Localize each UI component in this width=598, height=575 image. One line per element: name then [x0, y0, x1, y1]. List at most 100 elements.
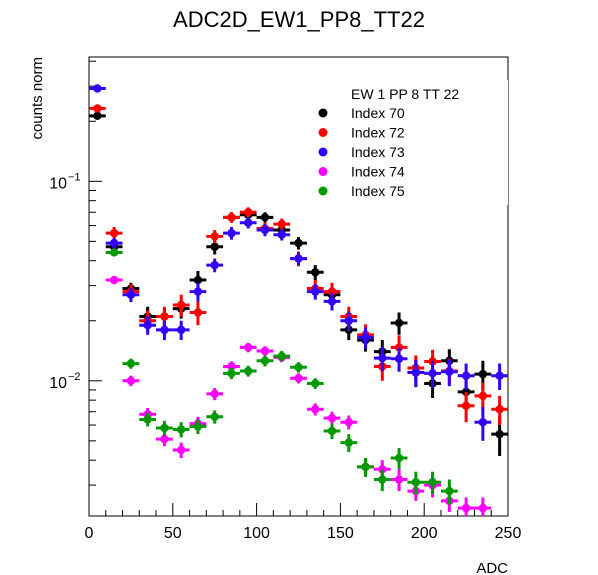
- data-point: [311, 379, 320, 388]
- legend-marker: [318, 108, 328, 118]
- data-point: [227, 228, 236, 238]
- data-point: [378, 353, 387, 363]
- legend-marker: [318, 147, 328, 157]
- legend: EW 1 PP 8 TT 22 Index 70 Index 72 Index 73…: [318, 80, 508, 205]
- x-tick-label: 100: [243, 525, 270, 542]
- x-tick-label: 150: [327, 525, 354, 542]
- data-point: [126, 376, 136, 385]
- data-point: [244, 208, 253, 217]
- data-point: [327, 426, 337, 436]
- data-point: [478, 369, 488, 379]
- legend-label: Index 73: [351, 144, 405, 160]
- data-point: [478, 503, 488, 513]
- data-point: [428, 369, 437, 378]
- data-point: [311, 405, 320, 414]
- data-point: [210, 389, 219, 399]
- data-point: [294, 238, 303, 248]
- data-point: [478, 391, 488, 401]
- data-point: [327, 413, 337, 423]
- data-point: [445, 486, 454, 496]
- data-point: [260, 356, 270, 365]
- legend-marker: [318, 128, 328, 137]
- data-point: [260, 346, 270, 356]
- data-point: [344, 418, 353, 427]
- data-point: [461, 371, 471, 380]
- data-point: [411, 478, 421, 487]
- data-point: [143, 320, 152, 330]
- data-point: [327, 297, 337, 306]
- data-point: [378, 475, 387, 484]
- x-tick-label: 250: [495, 525, 522, 542]
- data-point: [193, 422, 203, 431]
- y-tick-label-exponent: −1: [68, 171, 81, 183]
- plot-frame: [88, 56, 509, 517]
- x-tick-label: 50: [164, 525, 182, 542]
- legend-label: Index 75: [351, 183, 405, 199]
- series-layer: [89, 84, 508, 516]
- y-tick-label-base: 10: [49, 375, 67, 392]
- data-point: [160, 312, 169, 321]
- data-point: [394, 354, 404, 363]
- data-point: [327, 287, 337, 296]
- data-point: [210, 242, 219, 251]
- data-point: [294, 374, 303, 383]
- legend-label: Index 70: [351, 105, 405, 121]
- data-point: [277, 219, 286, 229]
- data-point: [176, 300, 186, 310]
- data-point: [93, 111, 102, 121]
- legend-marker: [318, 167, 328, 176]
- data-point: [210, 232, 219, 241]
- data-point: [126, 359, 136, 368]
- y-tick-label-exponent: −2: [68, 371, 81, 383]
- data-point: [344, 438, 353, 447]
- data-point: [428, 478, 437, 487]
- data-point: [260, 213, 270, 222]
- data-point: [495, 371, 504, 380]
- data-point: [109, 228, 119, 238]
- data-point: [210, 260, 219, 270]
- data-point: [394, 318, 404, 328]
- chart-title: ADC2D_EW1_PP8_TT22: [173, 7, 425, 32]
- legend-header: EW 1 PP 8 TT 22: [351, 86, 459, 102]
- data-point: [495, 429, 504, 439]
- data-point: [244, 218, 253, 227]
- data-point: [461, 401, 471, 410]
- data-point: [361, 333, 370, 342]
- data-point: [394, 453, 404, 463]
- data-point: [311, 268, 320, 277]
- data-point: [227, 369, 236, 378]
- data-point: [478, 418, 488, 427]
- legend-marker: [318, 186, 328, 196]
- data-point: [109, 275, 119, 285]
- x-axis-label: ADC: [476, 560, 508, 575]
- data-point: [143, 415, 152, 424]
- data-point: [160, 434, 169, 444]
- data-point: [109, 248, 119, 257]
- data-point: [176, 445, 186, 455]
- data-point: [394, 475, 404, 484]
- data-point: [193, 287, 203, 296]
- data-point: [344, 316, 353, 325]
- data-point: [176, 425, 186, 434]
- y-axis-label: counts norm: [29, 57, 46, 140]
- x-tick-label: 0: [85, 525, 94, 542]
- data-point: [294, 254, 303, 263]
- legend-label: Index 74: [351, 164, 405, 180]
- legend-box: [330, 80, 508, 205]
- data-point: [277, 230, 286, 239]
- data-point: [109, 238, 119, 248]
- legend-label: Index 72: [351, 125, 405, 141]
- data-point: [126, 290, 136, 299]
- data-point: [93, 104, 102, 113]
- data-point: [461, 503, 471, 513]
- data-point: [176, 325, 186, 335]
- data-point: [244, 343, 253, 352]
- x-tick-label: 200: [411, 525, 438, 542]
- data-point: [193, 275, 203, 285]
- series-index-75: [105, 248, 458, 505]
- data-point: [210, 412, 219, 421]
- data-point: [227, 362, 236, 371]
- y-tick-label-base: 10: [49, 175, 67, 192]
- data-point: [93, 84, 102, 93]
